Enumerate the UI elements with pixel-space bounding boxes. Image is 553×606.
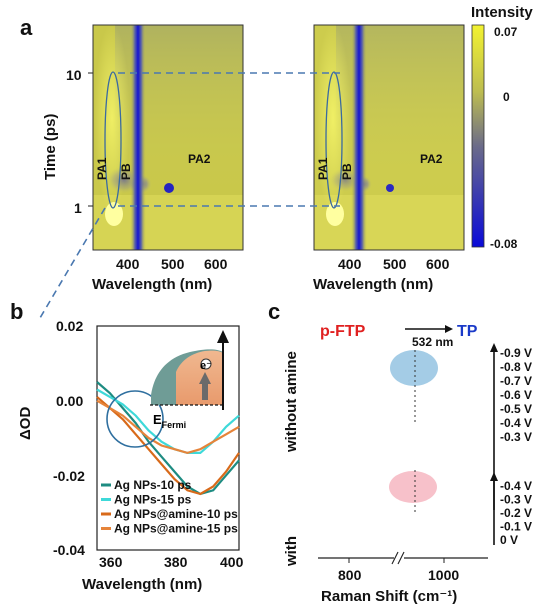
- panel-b-frame: [96, 325, 240, 551]
- voltage-top-0: -0.9 V: [500, 346, 532, 360]
- panel-b-ytick-2: -0.02: [53, 468, 85, 484]
- panel-c-xtick-800: 800: [338, 567, 362, 583]
- panel-a-ytick-1: 1: [74, 200, 82, 216]
- voltage-top-5: -0.4 V: [500, 416, 532, 430]
- panel-a-ylabel: Time (ps): [42, 114, 59, 180]
- panel-a-left-xtick-600: 600: [204, 256, 228, 272]
- colorbar-mid: 0: [503, 90, 510, 104]
- panel-b-inset: e⁻ EFermi: [150, 330, 229, 430]
- panel-a-left-xlabel: Wavelength (nm): [92, 276, 212, 293]
- colorbar: [471, 24, 485, 248]
- colorbar-min: -0.08: [490, 237, 518, 251]
- label-532nm: 532 nm: [412, 335, 453, 349]
- panel-c-xtick-1000: 1000: [428, 567, 459, 583]
- panel-label-a: a: [20, 15, 33, 40]
- panel-b-xtick-400: 400: [220, 554, 244, 570]
- label-p-ftp: p-FTP: [320, 323, 366, 340]
- pa1-highlight-left: [104, 71, 122, 209]
- region-pa1-left: PA1: [95, 157, 109, 180]
- voltage-bottom-2: -0.2 V: [500, 506, 532, 520]
- panel-b-ytick-0: 0.02: [56, 318, 83, 334]
- tp-highlight-pink: [389, 471, 437, 503]
- voltage-top-2: -0.7 V: [500, 374, 532, 388]
- region-pa2-left: PA2: [188, 152, 211, 166]
- group-label-with: with: [283, 536, 300, 567]
- legend-label-0: Ag NPs-10 ps: [114, 478, 192, 492]
- panel-label-b: b: [10, 299, 23, 324]
- panel-a-right-xlabel: Wavelength (nm): [313, 276, 433, 293]
- colorbar-title: Intensity: [471, 4, 533, 21]
- heatmap-right: [313, 23, 465, 251]
- panel-b-xtick-380: 380: [164, 554, 188, 570]
- panel-b-series: [96, 381, 240, 496]
- inset-electron: e⁻: [200, 360, 212, 372]
- panel-b-ytick-3: -0.04: [53, 542, 85, 558]
- panel-a-right-xtick-600: 600: [426, 256, 450, 272]
- series-line-2: [96, 396, 240, 496]
- dash-connector-to-b: [39, 207, 106, 319]
- colorbar-max: 0.07: [494, 25, 518, 39]
- region-pa2-right: PA2: [420, 152, 443, 166]
- heatmap-left: [92, 23, 244, 251]
- legend-label-1: Ag NPs-15 ps: [114, 493, 192, 507]
- legend-label-3: Ag NPs@amine-15 ps: [114, 522, 238, 536]
- panel-a-left-xtick-400: 400: [116, 256, 140, 272]
- voltage-bottom-3: -0.1 V: [500, 520, 532, 534]
- legend-label-2: Ag NPs@amine-10 ps: [114, 507, 238, 521]
- group-label-without: without amine: [283, 351, 300, 453]
- voltage-bottom-1: -0.3 V: [500, 493, 532, 507]
- panel-b-ylabel: ΔOD: [17, 407, 34, 440]
- panel-c-voltages: -0.9 V-0.8 V-0.7 V-0.6 V-0.5 V-0.4 V-0.3…: [500, 346, 532, 547]
- pa1-highlight-right: [325, 71, 343, 209]
- voltage-top-6: -0.3 V: [500, 430, 532, 444]
- region-pa1-right: PA1: [316, 157, 330, 180]
- voltage-top-4: -0.5 V: [500, 402, 532, 416]
- panel-b-xtick-360: 360: [99, 554, 123, 570]
- voltage-top-3: -0.6 V: [500, 388, 532, 402]
- tp-highlight-blue: [390, 350, 438, 386]
- region-pb-right: PB: [340, 163, 354, 180]
- panel-a-ytick-10: 10: [66, 67, 82, 83]
- panel-b-xlabel: Wavelength (nm): [82, 576, 202, 593]
- panel-a-right-xtick-500: 500: [383, 256, 407, 272]
- panel-b-highlight-circle: [106, 390, 164, 448]
- inset-fermi: EFermi: [153, 412, 186, 430]
- label-tp: TP: [457, 323, 478, 340]
- panel-b-ytick-1: 0.00: [56, 393, 83, 409]
- series-line-3: [96, 399, 240, 455]
- voltage-bottom-4: 0 V: [500, 533, 518, 547]
- panel-a-right-xtick-400: 400: [338, 256, 362, 272]
- panel-a-left-xtick-500: 500: [161, 256, 185, 272]
- voltage-top-1: -0.8 V: [500, 360, 532, 374]
- voltage-bottom-0: -0.4 V: [500, 479, 532, 493]
- panel-c-xlabel: Raman Shift (cm⁻¹): [321, 588, 457, 605]
- region-pb-left: PB: [119, 163, 133, 180]
- panel-label-c: c: [268, 299, 280, 324]
- series-line-0: [96, 381, 240, 496]
